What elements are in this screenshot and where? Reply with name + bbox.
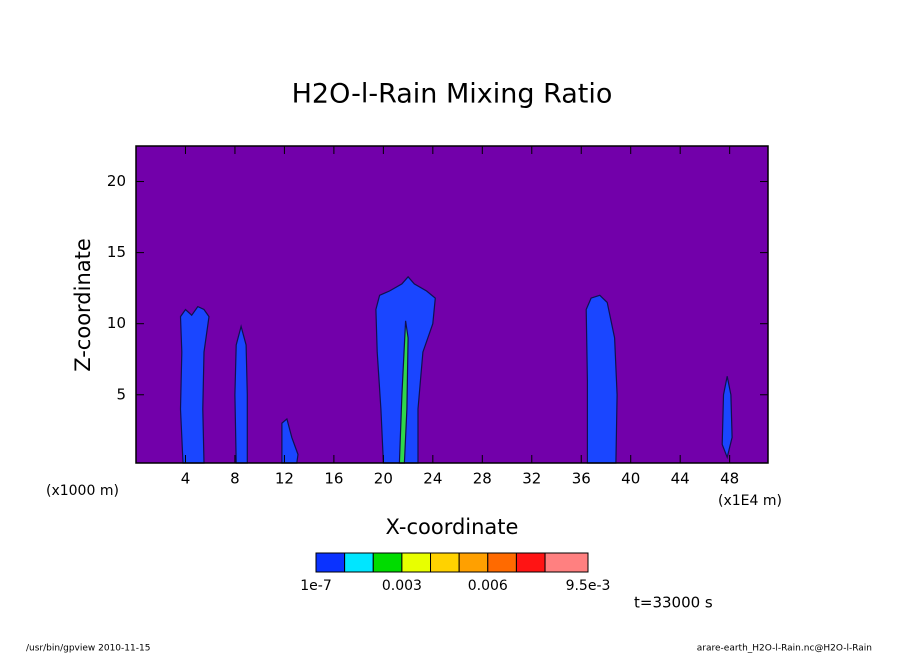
time-label: t=33000 s: [634, 594, 713, 612]
x-tick-label: 48: [720, 470, 739, 488]
x-unit-right: (x1E4 m): [718, 493, 782, 509]
x-tick-label: 28: [473, 470, 492, 488]
colorbar-label: 0.003: [382, 578, 422, 594]
colorbar-label: 9.5e-3: [566, 578, 611, 594]
colorbar-box: [344, 552, 374, 573]
colorbar-box: [544, 552, 589, 573]
colorbar-box: [487, 552, 517, 573]
contour-region: [234, 324, 248, 464]
x-tick-label: 20: [374, 470, 393, 488]
colorbar-box: [315, 552, 346, 573]
contour-region: [179, 305, 210, 464]
x-unit-left: (x1000 m): [46, 483, 119, 499]
plot-background: [136, 146, 768, 463]
plot-frame: [135, 145, 769, 464]
colorbar-label: 1e-7: [300, 578, 331, 594]
y-axis-label: Z-coordinate: [71, 238, 95, 372]
chart-title: H2O-l-Rain Mixing Ratio: [292, 79, 613, 110]
x-tick-label: 32: [522, 470, 541, 488]
contour-region: [585, 294, 618, 464]
x-tick-label: 40: [621, 470, 640, 488]
footer-left: /usr/bin/gpview 2010-11-15: [26, 644, 150, 654]
colorbar-box: [401, 552, 432, 573]
contour-region: [721, 376, 733, 460]
y-tick-label: 15: [107, 243, 126, 261]
y-tick-label: 10: [107, 314, 126, 332]
x-tick-label: 44: [671, 470, 690, 488]
x-tick-label: 16: [324, 470, 343, 488]
colorbar-box: [515, 552, 546, 573]
colorbar-label: 0.006: [468, 578, 508, 594]
x-tick-label: 12: [275, 470, 294, 488]
colorbar-box: [458, 552, 489, 573]
y-tick-label: 5: [116, 385, 126, 403]
colorbar-box: [430, 552, 460, 573]
y-tick-label: 20: [107, 172, 126, 190]
colorbar-box: [372, 552, 403, 573]
x-axis-label: X-coordinate: [386, 515, 519, 539]
x-tick-label: 24: [423, 470, 442, 488]
footer-right: arare-earth_H2O-l-Rain.nc@H2O-l-Rain: [697, 644, 872, 654]
x-tick-label: 4: [181, 470, 191, 488]
x-tick-label: 8: [230, 470, 240, 488]
x-tick-label: 36: [572, 470, 591, 488]
